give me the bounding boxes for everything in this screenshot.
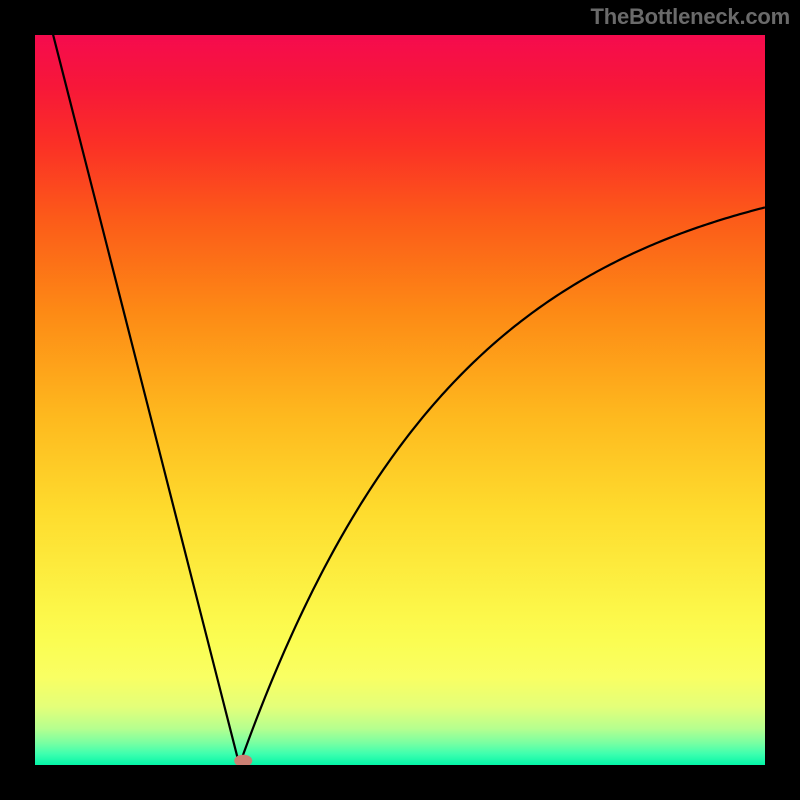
plot-area — [35, 35, 765, 765]
chart-container: TheBottleneck.com — [0, 0, 800, 800]
bottleneck-curve — [35, 35, 765, 765]
minimum-point-dot — [234, 754, 252, 765]
watermark-text: TheBottleneck.com — [590, 4, 790, 30]
